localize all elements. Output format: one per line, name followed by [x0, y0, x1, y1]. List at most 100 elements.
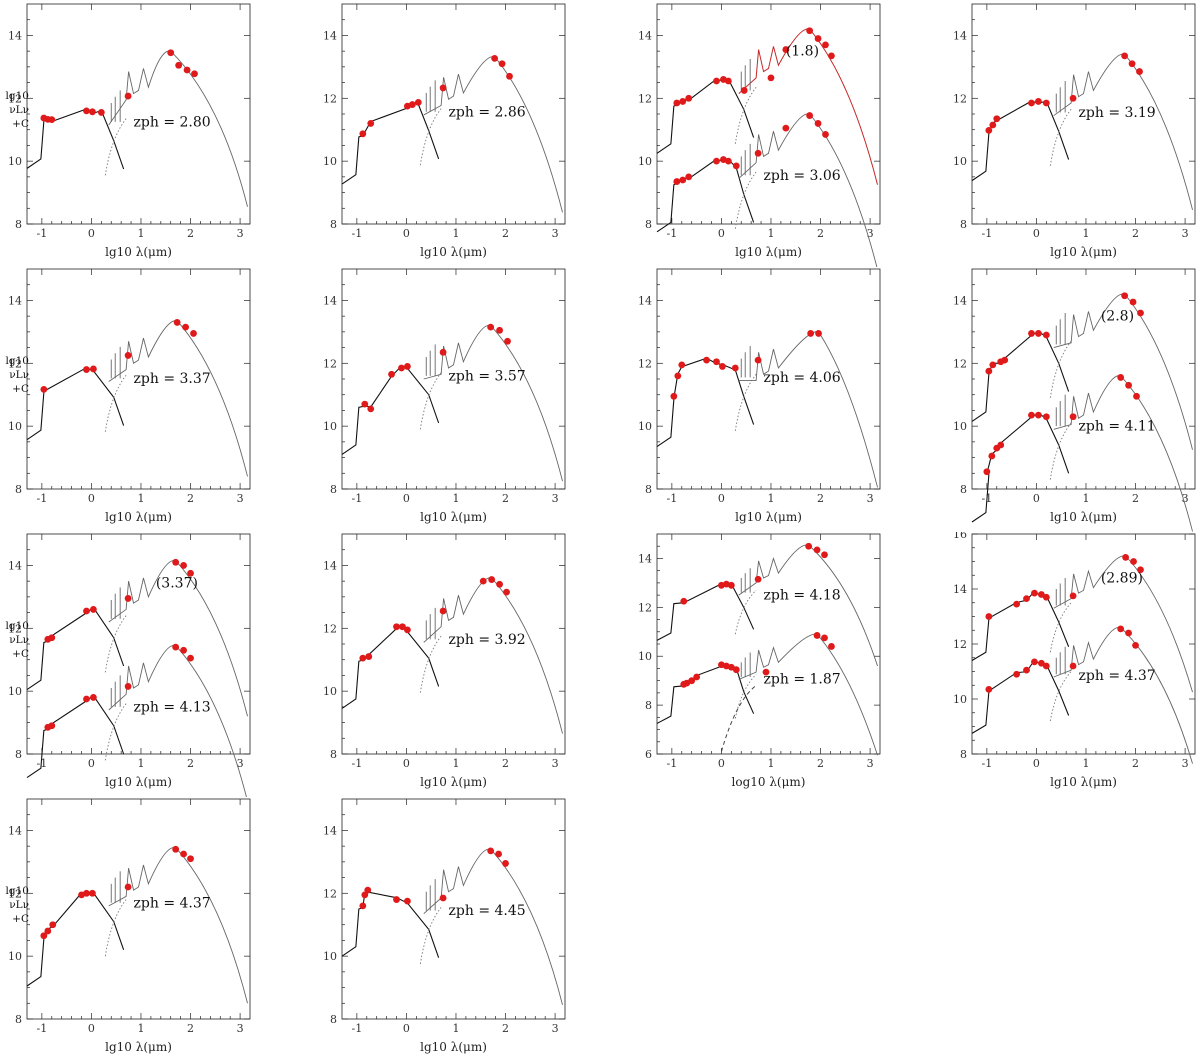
x-tick-label: 2	[817, 227, 824, 240]
x-tick-label: 2	[817, 492, 824, 505]
y-tick-label: 14	[323, 824, 337, 837]
photometry-point	[1069, 413, 1077, 421]
y-tick-label: 10	[638, 155, 652, 168]
photometry-point	[479, 577, 487, 585]
photometry-point	[388, 370, 395, 378]
photometry-point	[673, 178, 681, 185]
y-tick-label: 8	[330, 483, 337, 496]
photometry-point	[1125, 381, 1132, 389]
x-tick-label: -1	[667, 757, 678, 770]
photometry-point	[822, 131, 829, 138]
dotted-component	[1049, 341, 1072, 398]
photometry-point	[713, 77, 720, 85]
photometry-point	[985, 367, 993, 375]
x-tick-label: 2	[502, 1022, 509, 1035]
photometry-point	[172, 558, 180, 566]
zph-label: zph = 3.37	[134, 371, 211, 387]
photometry-point	[365, 653, 373, 660]
photometry-point	[172, 643, 180, 651]
photometry-point	[1132, 641, 1139, 649]
zph-label: zph = 4.06	[764, 370, 841, 386]
stellar-component-1	[656, 583, 755, 641]
photometry-point	[399, 623, 406, 631]
y-tick-label: 14	[323, 29, 337, 42]
photometry-point	[988, 452, 996, 460]
photometry-point	[1069, 662, 1077, 670]
photometry-point	[97, 109, 105, 116]
x-tick-label: 0	[403, 757, 410, 770]
y-tick-label: 14	[323, 559, 337, 572]
x-tick-label: 3	[1182, 757, 1189, 770]
x-tick-label: 0	[88, 227, 95, 240]
photometry-point	[679, 98, 687, 105]
x-axis-label: lg10 λ(μm)	[420, 775, 487, 789]
dust-component-1	[738, 544, 878, 667]
photometry-point	[1031, 658, 1038, 666]
photometry-point	[983, 468, 991, 476]
dotted-component	[419, 907, 442, 965]
photometry-point	[439, 348, 447, 356]
alt-redshift-label: (3.37)	[156, 575, 198, 591]
y-tick-label: 8	[330, 218, 337, 231]
x-tick-label: 0	[718, 227, 725, 240]
x-tick-label: 1	[137, 1022, 144, 1035]
x-tick-label: -1	[352, 757, 363, 770]
y-axis-label: lg10	[6, 620, 29, 632]
y-tick-label: 14	[953, 294, 967, 307]
photometry-point	[124, 595, 132, 602]
photometry-point	[673, 99, 681, 107]
photometry-point	[732, 162, 740, 170]
alt-redshift-label: (2.8)	[1101, 309, 1134, 325]
x-tick-label: 0	[403, 1022, 410, 1035]
photometry-point	[182, 323, 189, 331]
dust-component-2	[1053, 375, 1193, 532]
photometry-point	[1117, 374, 1125, 381]
x-tick-label: 2	[187, 1022, 194, 1035]
photometry-point	[180, 562, 187, 569]
y-axis-label: +C	[12, 913, 29, 925]
y-tick-label: 12	[323, 622, 337, 635]
photometry-point	[487, 847, 495, 855]
y-tick-label: 12	[8, 357, 22, 370]
zph-label: zph = 2.86	[449, 104, 526, 120]
dotted-component	[104, 374, 127, 432]
photometry-point	[359, 902, 367, 910]
photometry-point	[762, 668, 770, 676]
y-tick-label: 14	[8, 29, 22, 42]
plot-frame	[26, 533, 251, 755]
x-tick-label: 2	[187, 492, 194, 505]
alt-redshift-label: (2.89)	[1101, 570, 1143, 586]
zph-label: zph = 1.87	[764, 672, 841, 688]
x-tick-label: 1	[767, 227, 774, 240]
y-tick-label: 14	[638, 552, 652, 565]
photometry-point	[821, 551, 828, 559]
x-tick-label: 2	[1132, 492, 1139, 505]
y-tick-label: 10	[323, 685, 337, 698]
photometry-point	[398, 364, 405, 372]
photometry-point	[488, 576, 496, 583]
photometry-point	[1031, 589, 1038, 597]
x-axis-label: lg10 λ(μm)	[1050, 510, 1117, 524]
alt-redshift-label: (1.8)	[786, 44, 819, 60]
y-tick-label: 8	[330, 748, 337, 761]
dotted-component	[419, 108, 442, 166]
x-tick-label: 0	[403, 227, 410, 240]
photometry-point	[828, 52, 835, 60]
x-tick-label: 0	[88, 757, 95, 770]
y-axis-label: νLν	[9, 104, 29, 116]
photometry-point	[678, 361, 686, 369]
photometry-point	[180, 646, 187, 654]
dotted-component	[1049, 671, 1072, 722]
dust-component-1	[423, 56, 563, 213]
photometry-point	[985, 613, 993, 620]
x-tick-label: 0	[88, 1022, 95, 1035]
photometry-point	[685, 173, 693, 181]
y-tick-label: 10	[953, 693, 967, 706]
photometry-point	[187, 654, 194, 662]
y-axis-label: +C	[12, 383, 29, 395]
y-tick-label: 10	[323, 155, 337, 168]
photometry-point	[1028, 411, 1035, 419]
